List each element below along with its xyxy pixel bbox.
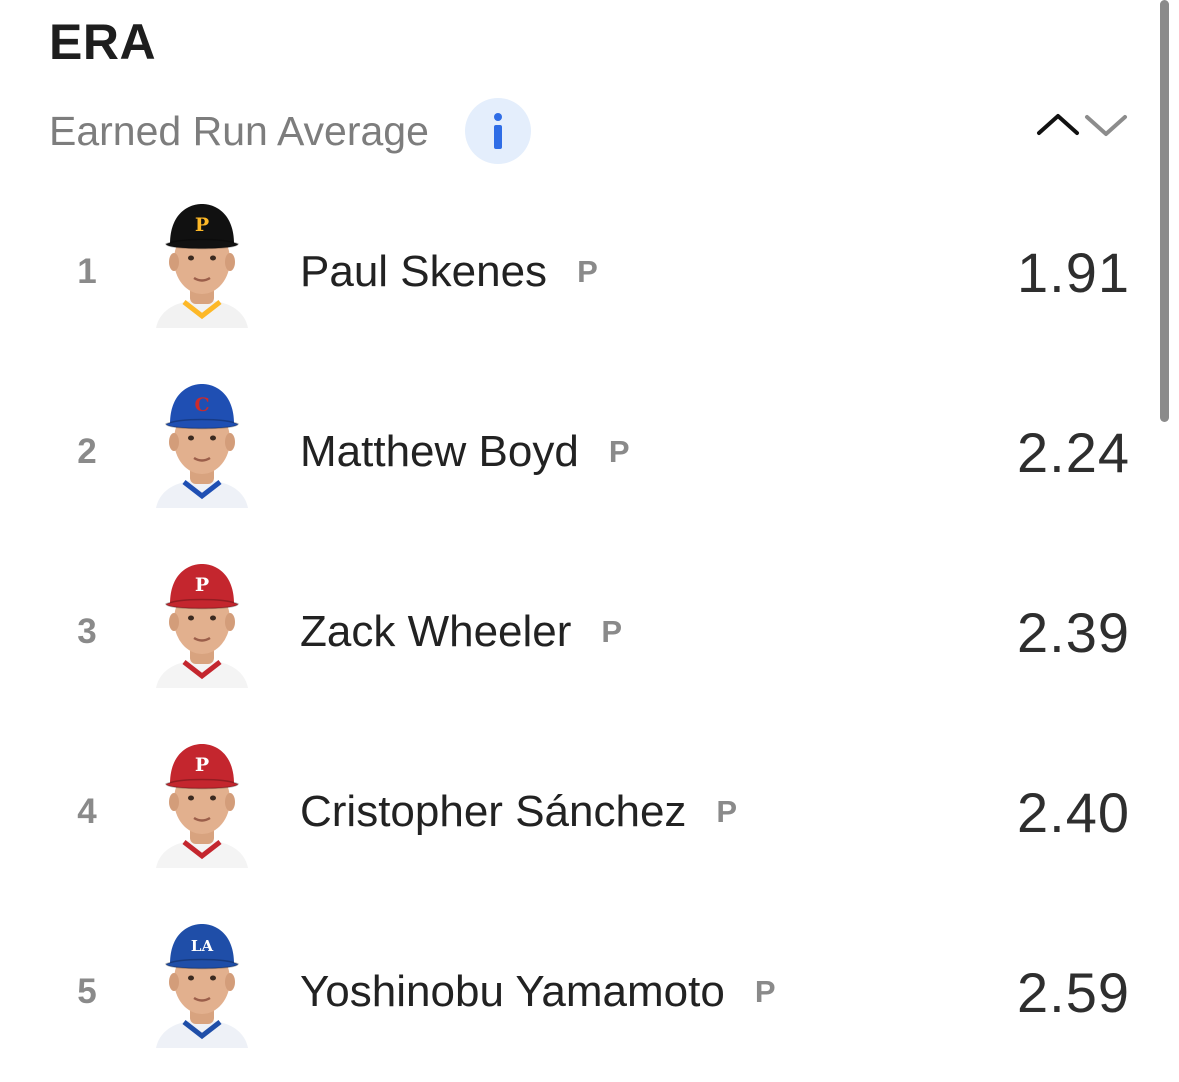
- player-headshot[interactable]: P: [150, 740, 254, 868]
- era-value: 2.24: [1017, 420, 1130, 484]
- player-position: P: [601, 614, 624, 649]
- cap-logo: P: [195, 214, 209, 236]
- player-name-group: Yoshinobu Yamamoto P: [300, 902, 777, 1082]
- era-value: 2.39: [1017, 600, 1130, 664]
- leaderboard-list: 1 P Paul Skenes P 1.91 2 C Matthew Boyd …: [0, 182, 1150, 1082]
- player-headshot-image: P: [156, 564, 248, 688]
- cap-logo: P: [195, 754, 209, 776]
- page-title: ERA: [49, 14, 157, 70]
- cap-logo: P: [195, 574, 209, 596]
- player-position: P: [577, 254, 599, 289]
- sort-controls: [1034, 104, 1130, 144]
- rank-number: 3: [77, 612, 97, 651]
- leaderboard-row[interactable]: 5 LA Yoshinobu Yamamoto P 2.59: [0, 902, 1150, 1082]
- player-name-group: Paul Skenes P: [300, 182, 599, 362]
- player-headshot-image: P: [156, 204, 248, 328]
- leaderboard-row[interactable]: 4 P Cristopher Sánchez P 2.40: [0, 722, 1150, 902]
- era-value: 2.40: [1017, 780, 1130, 844]
- player-name[interactable]: Zack Wheeler: [300, 607, 572, 656]
- rank-number: 2: [77, 432, 97, 471]
- era-value: 2.59: [1017, 960, 1130, 1024]
- cap-logo: C: [194, 394, 209, 416]
- info-icon[interactable]: [464, 98, 531, 164]
- player-name[interactable]: Paul Skenes: [300, 247, 548, 296]
- player-headshot-image: P: [156, 744, 248, 868]
- cap-logo: LA: [191, 937, 214, 955]
- player-position: P: [608, 434, 631, 469]
- player-position: P: [754, 974, 777, 1009]
- leaderboard-row[interactable]: 3 P Zack Wheeler P 2.39: [0, 542, 1150, 722]
- player-name-group: Zack Wheeler P: [300, 542, 623, 722]
- player-headshot-image: LA: [156, 924, 248, 1048]
- player-headshot[interactable]: LA: [150, 920, 254, 1048]
- player-headshot[interactable]: C: [150, 380, 254, 508]
- era-value: 1.91: [1017, 240, 1130, 304]
- leaderboard-row[interactable]: 1 P Paul Skenes P 1.91: [0, 182, 1150, 362]
- player-headshot[interactable]: P: [150, 560, 254, 688]
- subtitle-row: Earned Run Average: [49, 96, 531, 166]
- leaderboard-row[interactable]: 2 C Matthew Boyd P 2.24: [0, 362, 1150, 542]
- player-headshot[interactable]: P: [150, 200, 254, 328]
- scrollbar[interactable]: [1160, 0, 1169, 422]
- chevron-down-icon[interactable]: [1082, 104, 1130, 144]
- rank-number: 4: [77, 792, 97, 831]
- player-position: P: [716, 794, 739, 829]
- chevron-up-icon[interactable]: [1034, 104, 1082, 144]
- player-headshot-image: C: [156, 384, 248, 508]
- info-glyph-icon: [493, 113, 502, 149]
- player-name-group: Cristopher Sánchez P: [300, 722, 738, 902]
- rank-number: 1: [77, 252, 97, 291]
- rank-number: 5: [77, 972, 97, 1011]
- player-name[interactable]: Matthew Boyd: [300, 427, 579, 476]
- player-name[interactable]: Yoshinobu Yamamoto: [300, 967, 725, 1016]
- player-name[interactable]: Cristopher Sánchez: [300, 787, 687, 836]
- stat-subtitle: Earned Run Average: [49, 108, 429, 154]
- player-name-group: Matthew Boyd P: [300, 362, 631, 542]
